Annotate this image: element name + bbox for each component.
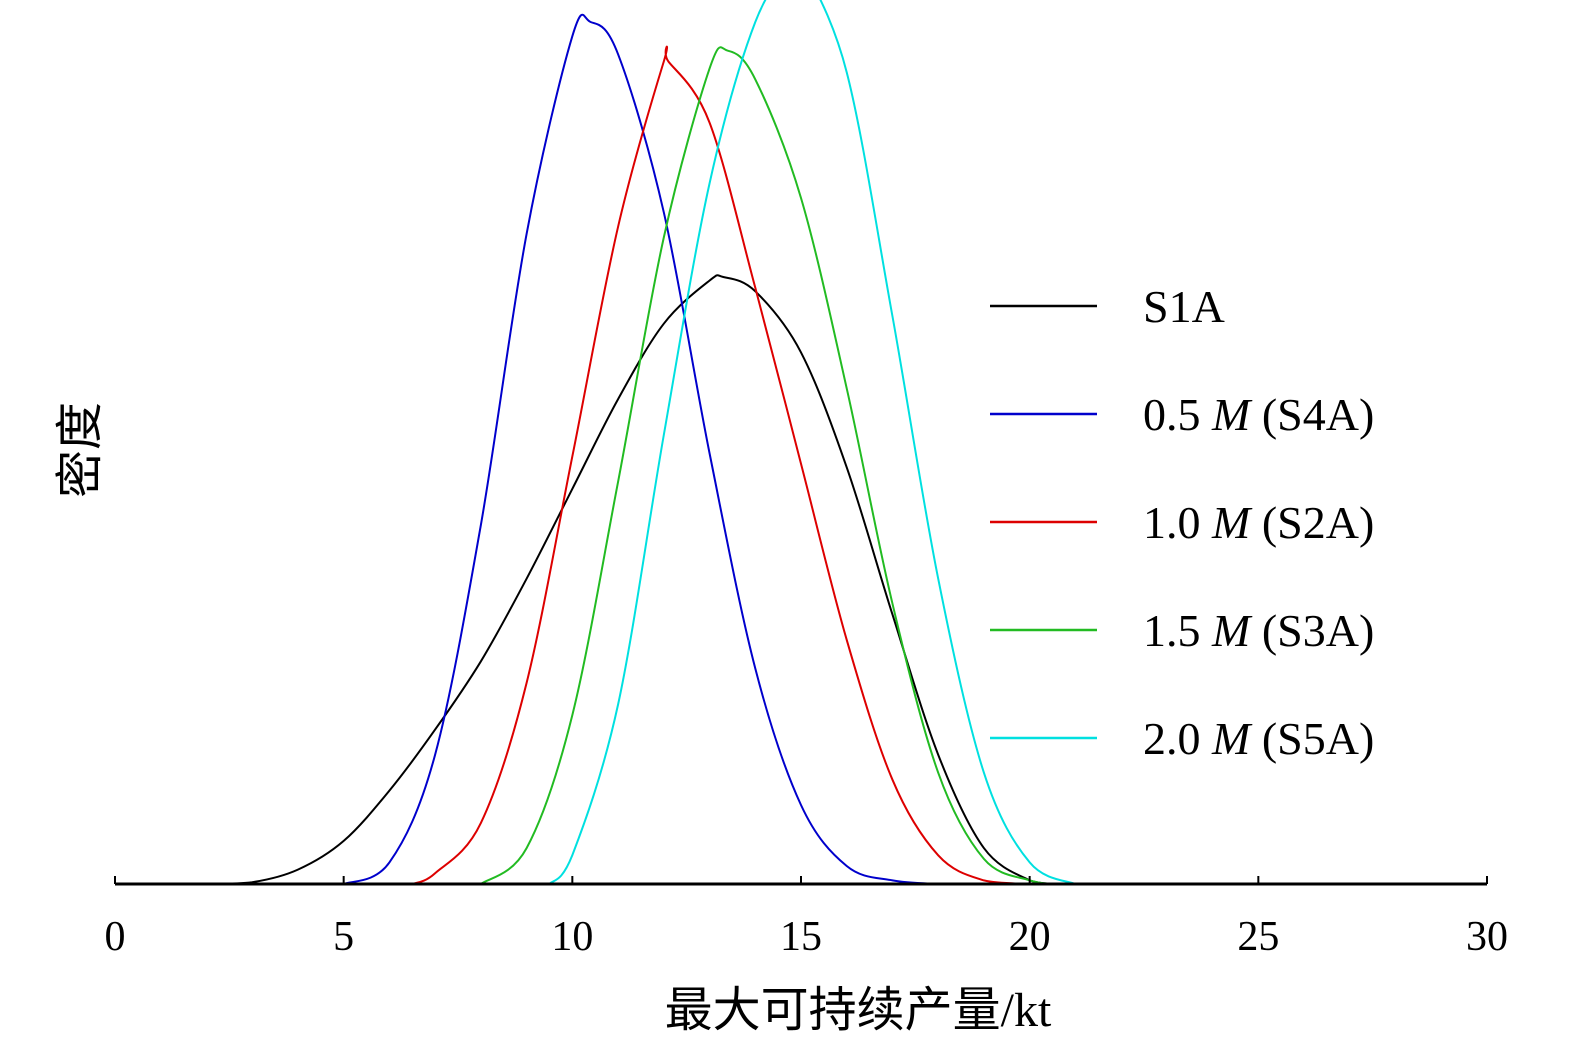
x-tick-label: 0 bbox=[105, 914, 126, 960]
x-axis-label: 最大可持续产量/kt bbox=[665, 984, 1052, 1037]
x-tick-label: 15 bbox=[780, 914, 822, 960]
legend: S1A 0.5 M (S4A) 1.0 M (S2A) 1.5 M (S3A) 2.0 … bbox=[990, 281, 1374, 764]
series-curves bbox=[206, 0, 1076, 885]
legend-label-post: (S4A) bbox=[1250, 389, 1374, 440]
legend-label: S1A bbox=[1143, 281, 1225, 332]
y-axis-label: 密度 bbox=[54, 402, 107, 498]
legend-label-post: (S2A) bbox=[1250, 497, 1374, 548]
legend-label-pre: S1A bbox=[1143, 281, 1225, 332]
legend-label-post: (S5A) bbox=[1250, 713, 1374, 764]
legend-label-post: (S3A) bbox=[1250, 605, 1374, 656]
series-line-0-5-m-s4a bbox=[343, 13, 939, 885]
x-tick-label: 10 bbox=[551, 914, 593, 960]
legend-label: 0.5 M (S4A) bbox=[1143, 389, 1374, 440]
legend-label-em: M bbox=[1211, 713, 1253, 764]
legend-label-pre: 1.0 bbox=[1143, 497, 1212, 548]
series-line-1-5-m-s3a bbox=[480, 46, 1053, 885]
legend-label-pre: 1.5 bbox=[1143, 605, 1212, 656]
legend-label-em: M bbox=[1211, 605, 1253, 656]
series-line-s1a bbox=[206, 274, 1053, 885]
x-tick-label: 5 bbox=[333, 914, 354, 960]
legend-label: 1.5 M (S3A) bbox=[1143, 605, 1374, 656]
series-line-1-0-m-s2a bbox=[411, 45, 1030, 885]
legend-label-em: M bbox=[1211, 389, 1253, 440]
x-axis-ticks: 0 5 10 15 20 25 30 bbox=[105, 876, 1508, 960]
legend-label-pre: 2.0 bbox=[1143, 713, 1212, 764]
x-tick-label: 25 bbox=[1237, 914, 1279, 960]
legend-label: 1.0 M (S2A) bbox=[1143, 497, 1374, 548]
legend-label-pre: 0.5 bbox=[1143, 389, 1212, 440]
x-tick-label: 30 bbox=[1466, 914, 1508, 960]
legend-label: 2.0 M (S5A) bbox=[1143, 713, 1374, 764]
x-tick-label: 20 bbox=[1009, 914, 1051, 960]
legend-label-em: M bbox=[1211, 497, 1253, 548]
series-line-2-0-m-s5a bbox=[548, 0, 1076, 885]
